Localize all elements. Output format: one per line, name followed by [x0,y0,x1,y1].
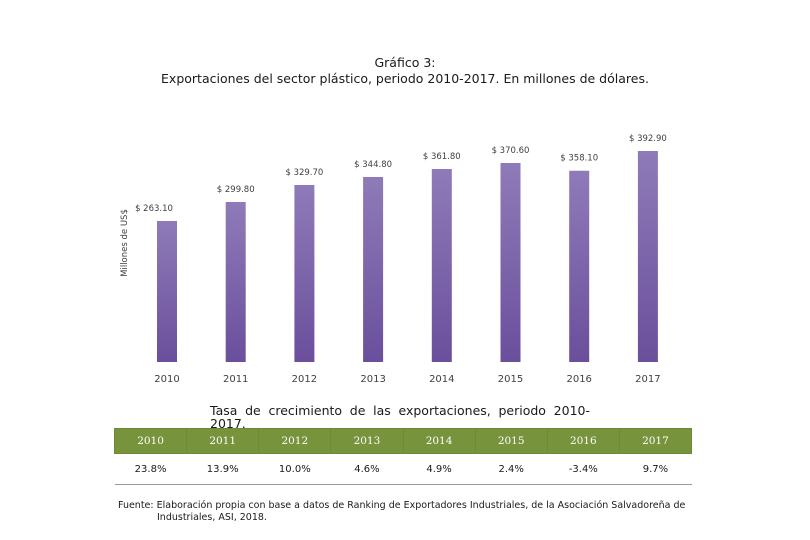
x-tick-label: 2012 [292,374,317,385]
value-label-group: $ 263.10 $ 299.80 $ 329.70 $ 344.80 $ 361.80… [135,134,667,214]
x-tick-group: 2010 2011 2012 2013 2014 2015 2016 2017 [154,374,660,385]
value-label: $ 329.70 [285,168,323,178]
x-tick-label: 2011 [223,374,248,385]
year-header: 2017 [618,428,693,454]
x-tick-label: 2016 [566,374,591,385]
bar-2015 [500,163,521,362]
year-header: 2010 [113,428,188,454]
chart-title: Exportaciones del sector plástico, perio… [161,71,649,86]
x-tick-label: 2013 [360,374,385,385]
value-label: $ 344.80 [354,160,392,170]
value-label: $ 361.80 [423,152,461,162]
chart-title-number: Gráfico 3: [374,55,436,70]
x-tick-label: 2015 [498,374,523,385]
x-tick-label: 2010 [154,374,179,385]
growth-rate-cell: 13.9% [186,453,259,485]
growth-rate-cell: 9.7% [619,453,692,485]
x-tick-label: 2014 [429,374,454,385]
source-note: Fuente: Elaboración propia con base a da… [118,500,708,524]
year-header: 2011 [186,428,260,454]
value-label: $ 263.10 [135,204,173,214]
growth-rate-cell: 2.4% [475,453,548,485]
year-header: 2013 [330,428,404,454]
bar-group [157,151,658,362]
y-axis-label: Millones de US$ [120,209,130,277]
year-header: 2014 [402,428,476,454]
growth-rate-cell: -3.4% [547,453,620,485]
year-header: 2012 [258,428,332,454]
source-line: Fuente: Elaboración propia con base a da… [118,500,686,511]
growth-rate-cell: 4.6% [330,453,403,485]
bar-2013 [363,177,384,362]
value-label: $ 392.90 [629,134,667,144]
bar-2016 [569,170,590,362]
table-row: 23.8% 13.9% 10.0% 4.6% 4.9% 2.4% -3.4% 9… [114,453,692,485]
growth-rate-cell: 23.8% [114,453,187,485]
value-label: $ 299.80 [217,185,255,195]
bar-2017 [637,151,658,362]
year-header: 2015 [474,428,548,454]
growth-rate-table: 2010 2011 2012 2013 2014 2015 2016 2017 … [113,428,693,485]
bar-chart: $ 263.10 $ 299.80 $ 329.70 $ 344.80 $ 361.80… [135,134,667,385]
source-line: Industriales, ASI, 2018. [157,512,267,523]
bar-2011 [225,202,246,362]
value-label: $ 370.60 [492,146,530,156]
bar-2014 [431,169,452,362]
year-header: 2016 [546,428,620,454]
bar-2010 [157,221,177,362]
growth-rate-cell: 4.9% [403,453,476,485]
growth-rate-cell: 10.0% [258,453,331,485]
table-title: Tasa de crecimiento de las exportaciones… [210,403,590,431]
table-header-row: 2010 2011 2012 2013 2014 2015 2016 2017 [113,428,693,454]
bar-2012 [294,185,315,362]
value-label: $ 358.10 [560,154,598,164]
x-tick-label: 2017 [635,374,660,385]
